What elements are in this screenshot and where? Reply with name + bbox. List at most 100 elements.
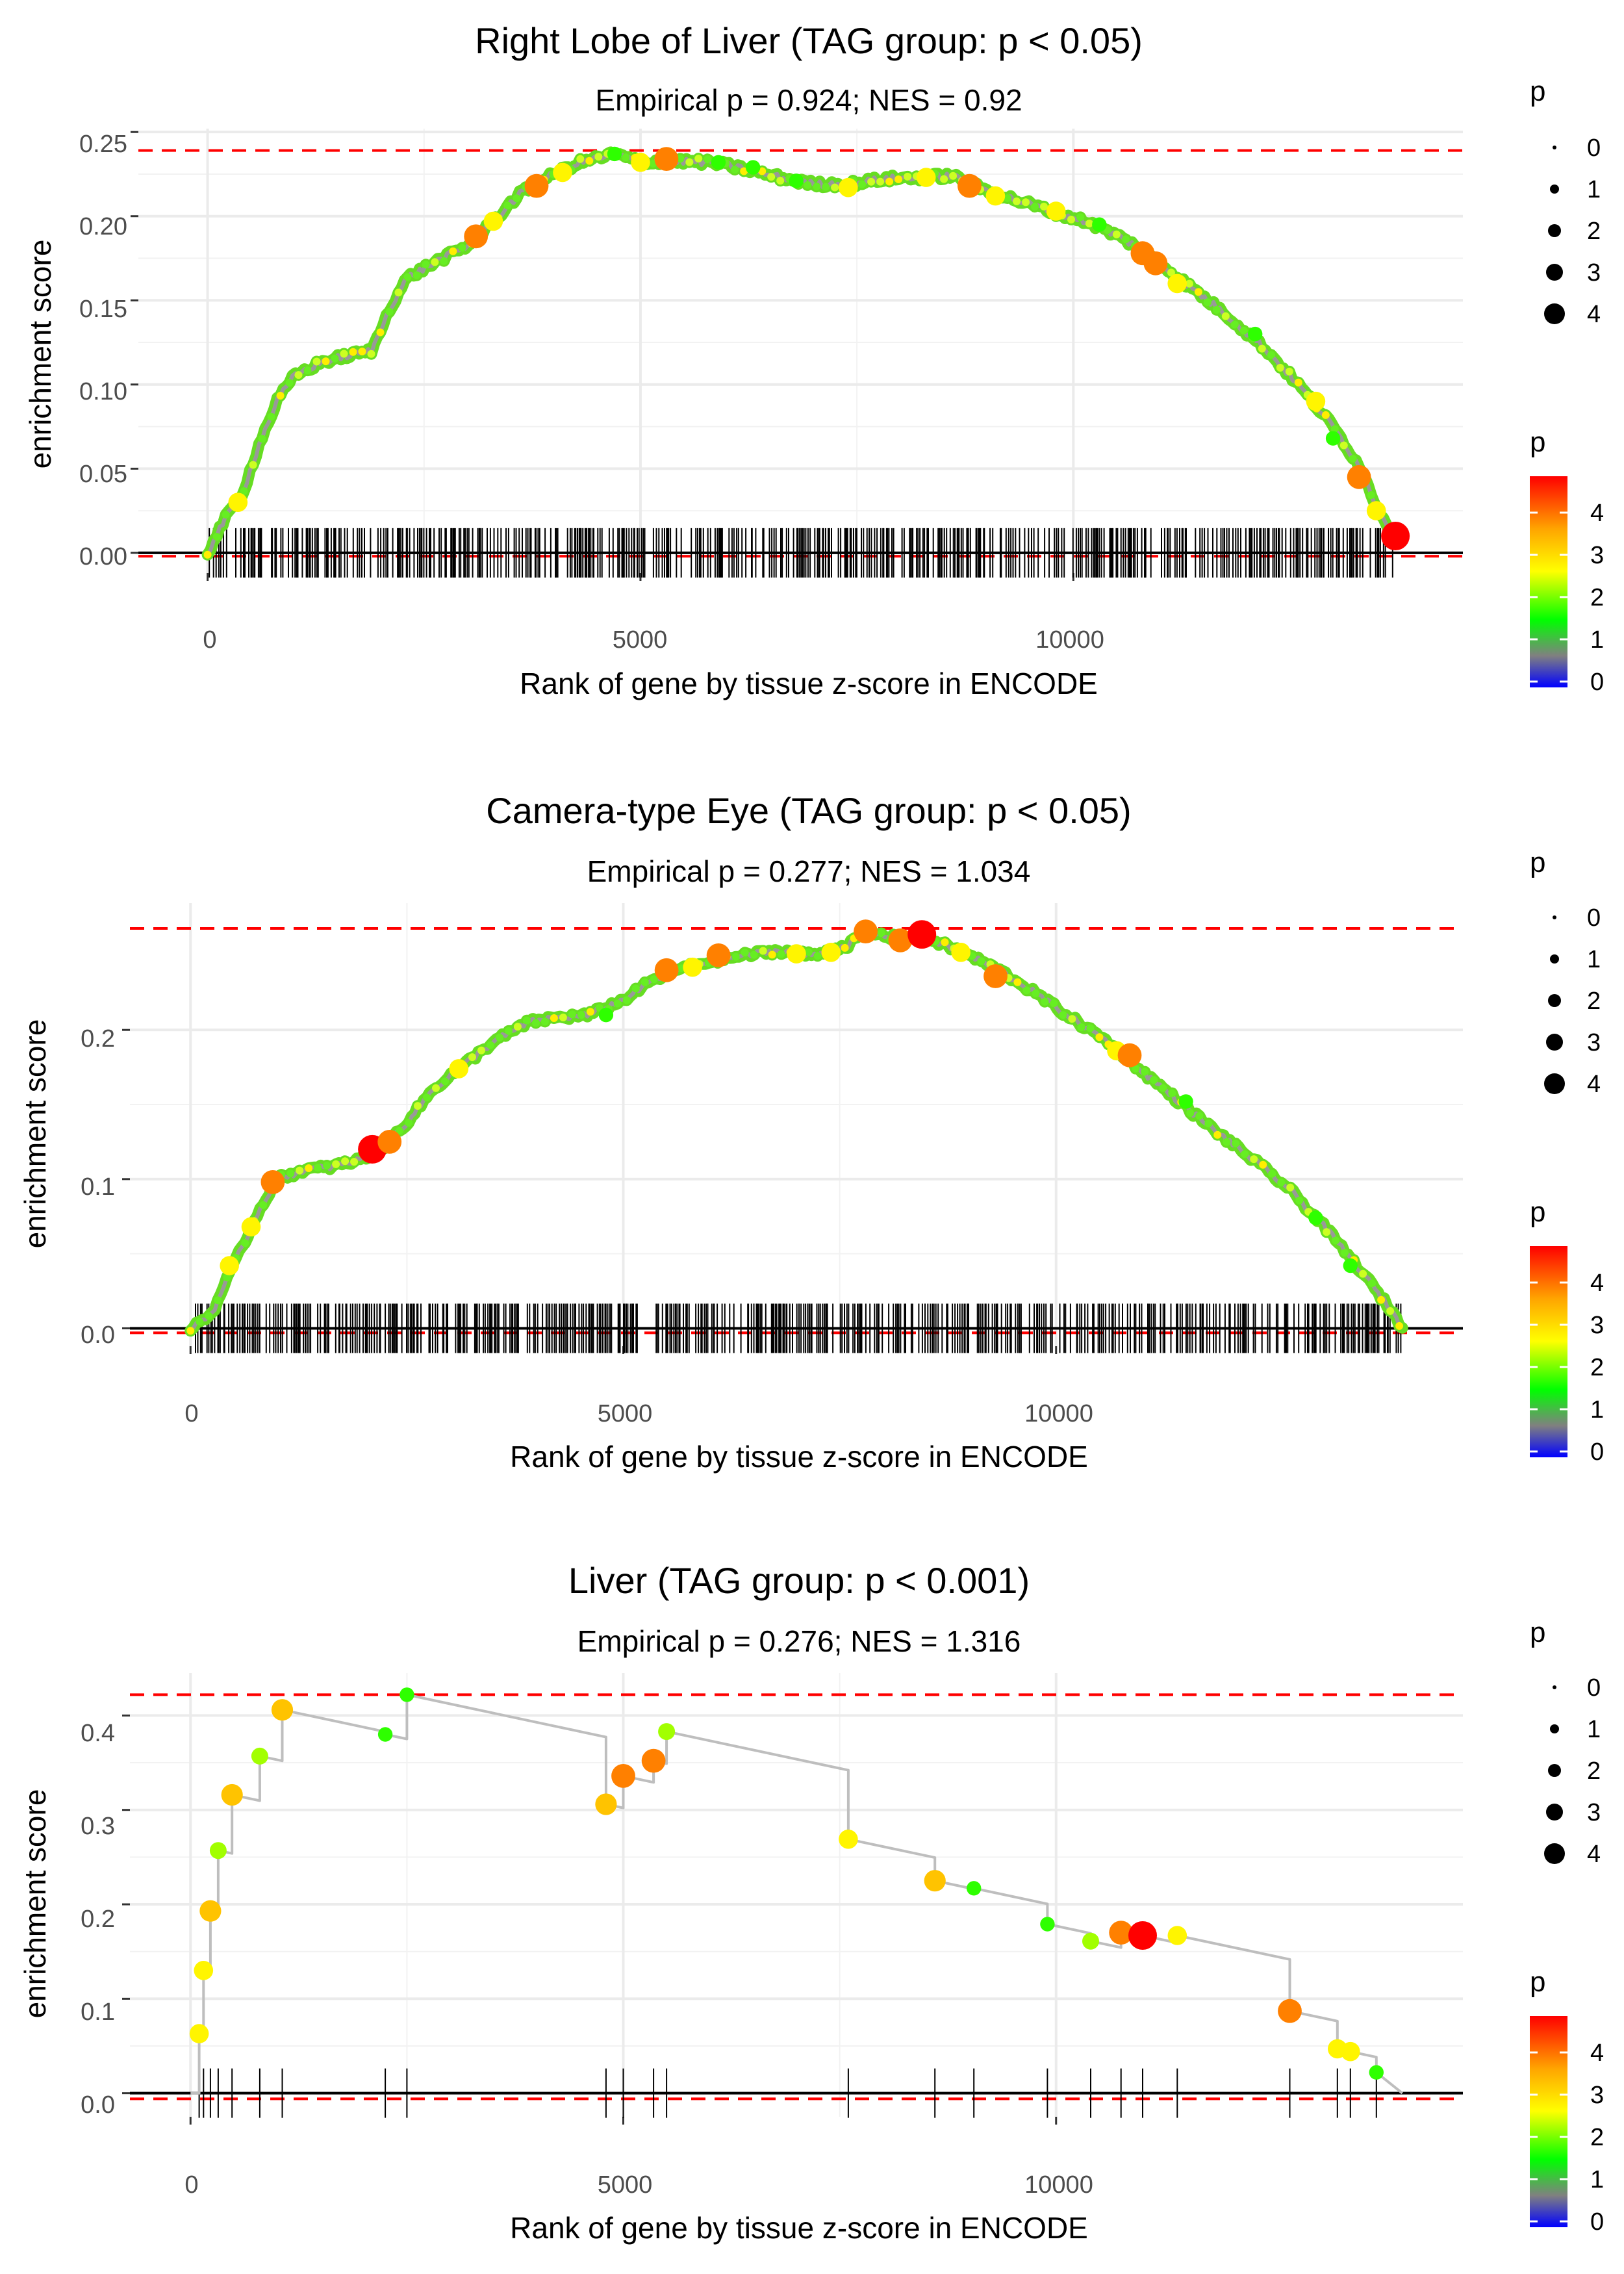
chart-subtitle: Empirical p = 0.277; NES = 1.034 (587, 854, 1031, 888)
curve-marker (1258, 344, 1266, 353)
curve-marker (350, 1158, 359, 1166)
curve-marker (440, 257, 448, 265)
curve-marker (1150, 1076, 1158, 1084)
curve-marker (731, 952, 740, 961)
curve-marker (412, 271, 421, 279)
panel-right-lobe-liver: Right Lobe of Liver (TAG group: p < 0.05… (23, 20, 1604, 700)
curve-marker (1341, 1249, 1349, 1257)
size-legend-key (1548, 224, 1561, 237)
gene-point (983, 964, 1008, 988)
curve-marker (414, 1102, 422, 1110)
curve-marker (1286, 1183, 1295, 1192)
curve-marker (349, 348, 357, 356)
size-legend-label: 4 (1587, 1841, 1601, 1868)
y-tick-label: 0.1 (81, 1173, 115, 1201)
panel-liver: Liver (TAG group: p < 0.001) Empirical p… (18, 1560, 1604, 2245)
curve-marker (813, 952, 822, 960)
curve-marker (694, 155, 703, 163)
curve-marker (804, 181, 812, 189)
gene-point (839, 1830, 858, 1849)
gene-point (1178, 1094, 1193, 1109)
curve-marker (1267, 351, 1275, 359)
gene-point (985, 186, 1006, 206)
chart-subtitle: Empirical p = 0.276; NES = 1.316 (577, 1624, 1021, 1658)
curve-marker (205, 1312, 213, 1320)
curve-marker (341, 1157, 349, 1166)
gene-point (658, 1723, 676, 1741)
color-legend-bar (1530, 476, 1567, 687)
curve-marker (259, 1201, 268, 1209)
gene-point (1381, 522, 1410, 550)
y-tick-label: 0.4 (81, 1720, 115, 1747)
size-legend-key (1553, 915, 1556, 919)
gene-point (924, 1870, 946, 1892)
gene-point (553, 162, 572, 183)
curve-marker (405, 1119, 413, 1127)
size-legend-label: 3 (1587, 1799, 1601, 1826)
size-legend-key (1548, 994, 1561, 1007)
curve-marker (294, 371, 303, 379)
curve-marker (240, 487, 248, 495)
curve-marker (1285, 367, 1293, 376)
curve-marker (650, 975, 658, 984)
curve-marker (949, 172, 958, 180)
curve-marker (332, 1160, 340, 1168)
curve-marker (1085, 220, 1093, 227)
curve-marker (759, 947, 767, 955)
panel-camera-type-eye: Camera-type Eye (TAG group: p < 0.05) Em… (18, 790, 1604, 1474)
gene-point (209, 1842, 227, 1859)
size-legend-key (1544, 303, 1565, 324)
curve-marker (505, 1027, 513, 1035)
curve-marker (1268, 1169, 1276, 1178)
curve-marker (740, 167, 748, 175)
gene-point (1347, 465, 1371, 489)
plot-area (131, 129, 1463, 581)
curve-marker (731, 166, 739, 174)
curve-marker (403, 273, 412, 281)
color-legend-label: 0 (1590, 669, 1604, 696)
curve-marker (1213, 1131, 1222, 1139)
gene-point (221, 1783, 243, 1806)
plot-area (122, 903, 1463, 1354)
curve-marker (867, 177, 876, 186)
curve-marker (276, 392, 285, 400)
gene-point (916, 168, 936, 187)
es-curve (190, 1693, 1403, 2095)
gene-point (888, 928, 913, 952)
curve-marker (296, 1166, 304, 1175)
curve-marker (214, 1296, 222, 1305)
curve-marker (1186, 1109, 1195, 1118)
gene-point (654, 958, 679, 982)
gene-point (598, 1008, 614, 1023)
gene-point (1143, 251, 1168, 275)
chart-title: Camera-type Eye (TAG group: p < 0.05) (486, 790, 1131, 831)
gene-point (821, 943, 841, 962)
size-legend-label: 0 (1587, 904, 1601, 932)
curve-marker (1330, 425, 1339, 433)
curve-marker (1368, 1279, 1377, 1288)
curve-marker (858, 180, 867, 188)
x-tick-label: 5000 (598, 2171, 653, 2199)
curve-marker (1068, 1015, 1076, 1023)
gene-point (595, 1793, 617, 1815)
curve-marker (685, 158, 694, 166)
size-legend-key (1546, 1034, 1563, 1051)
size-legend: p 0 1 2 3 4 (1530, 1616, 1601, 1868)
gene-point (907, 920, 937, 949)
size-legend-title: p (1530, 847, 1545, 878)
curve-marker (1141, 1067, 1149, 1076)
curve-marker (358, 348, 366, 355)
gene-point (251, 1747, 268, 1765)
color-legend-title: p (1530, 426, 1545, 458)
size-legend-title: p (1530, 1616, 1545, 1648)
curve-marker (394, 288, 403, 297)
curve-marker (496, 1034, 503, 1041)
gene-point (1092, 217, 1107, 232)
color-legend-label: 4 (1590, 1270, 1604, 1297)
y-tick-label: 0.20 (79, 213, 127, 240)
curve-marker (196, 1318, 204, 1326)
size-legend-label: 1 (1587, 1716, 1601, 1743)
curve-marker (223, 1273, 231, 1282)
curve-marker (286, 1169, 295, 1178)
